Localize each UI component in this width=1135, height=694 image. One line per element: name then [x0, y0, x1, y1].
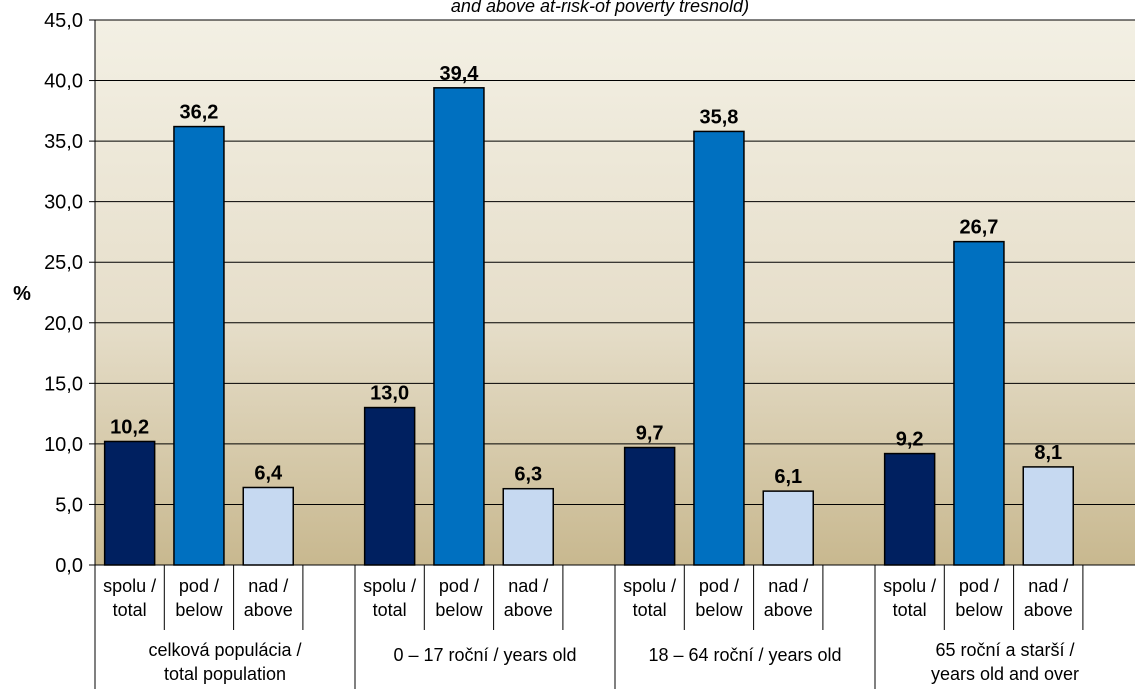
y-tick-label: 45,0 [44, 10, 83, 32]
data-label: 6,1 [774, 466, 802, 488]
x-category-label: spolu / [363, 576, 416, 596]
y-tick-label: 30,0 [44, 192, 83, 214]
data-label: 26,7 [959, 217, 998, 239]
data-label: 9,2 [896, 429, 924, 451]
x-category-label: above [764, 600, 813, 620]
bars [103, 87, 1074, 566]
y-tick-label: 10,0 [44, 434, 83, 456]
data-label: 39,4 [439, 63, 479, 85]
y-tick-label: 0,0 [55, 555, 83, 577]
x-group-label: 0 – 17 roční / years old [393, 645, 576, 665]
x-category-label: pod / [959, 576, 999, 596]
y-tick-label: 25,0 [44, 252, 83, 274]
x-category-label: spolu / [623, 576, 676, 596]
data-label: 6,3 [514, 464, 542, 486]
data-label: 9,7 [636, 423, 664, 445]
x-group-label: years old and over [931, 664, 1079, 684]
data-label: 10,2 [110, 416, 149, 438]
x-category-label: total [373, 600, 407, 620]
labels: 0,0 5,0 10,0 15,0 20,0 25,0 30,0 35,0 40,0 45,0 10… [44, 10, 1079, 684]
x-category-label: above [244, 600, 293, 620]
x-group-label: celková populácia / [148, 640, 301, 660]
bar [363, 406, 416, 566]
x-category-label: below [955, 600, 1003, 620]
y-tick-label: 20,0 [44, 313, 83, 335]
x-category-label: pod / [179, 576, 219, 596]
x-category-label: above [1024, 600, 1073, 620]
x-category-label: nad / [508, 576, 548, 596]
bar [433, 87, 485, 566]
bar [1022, 466, 1074, 566]
bar [242, 486, 294, 566]
data-label: 36,2 [179, 102, 218, 124]
x-category-label: below [695, 600, 743, 620]
x-category-label: nad / [1028, 576, 1068, 596]
x-category-label: below [435, 600, 483, 620]
bar [953, 240, 1005, 566]
chart-title: and above at-risk-of poverty tresnold) [451, 0, 749, 16]
x-category-label: below [175, 600, 223, 620]
x-group-label: 18 – 64 roční / years old [648, 645, 841, 665]
x-category-label: total [633, 600, 667, 620]
y-tick-label: 15,0 [44, 373, 83, 395]
x-category-label: total [113, 600, 147, 620]
x-group-label: 65 roční a starší / [935, 640, 1074, 660]
y-tick-label: 35,0 [44, 131, 83, 153]
x-category-label: pod / [439, 576, 479, 596]
x-category-label: nad / [768, 576, 808, 596]
bar [623, 446, 676, 566]
x-category-label: spolu / [883, 576, 936, 596]
x-category-label: above [504, 600, 553, 620]
x-group-label: total population [164, 664, 286, 684]
bar [103, 440, 156, 566]
y-axis-label: % [13, 283, 31, 305]
y-tick-label: 5,0 [55, 494, 83, 516]
bar [173, 125, 225, 566]
bar [693, 130, 745, 566]
data-label: 8,1 [1034, 442, 1062, 464]
bar [762, 490, 814, 566]
data-label: 6,4 [254, 462, 283, 484]
x-category-label: spolu / [103, 576, 156, 596]
data-label: 13,0 [370, 383, 409, 405]
bar [502, 487, 554, 566]
x-category-label: nad / [248, 576, 288, 596]
x-category-label: pod / [699, 576, 739, 596]
bar [883, 452, 936, 566]
data-label: 35,8 [699, 106, 738, 128]
y-tick-label: 40,0 [44, 71, 83, 93]
x-category-label: total [893, 600, 927, 620]
